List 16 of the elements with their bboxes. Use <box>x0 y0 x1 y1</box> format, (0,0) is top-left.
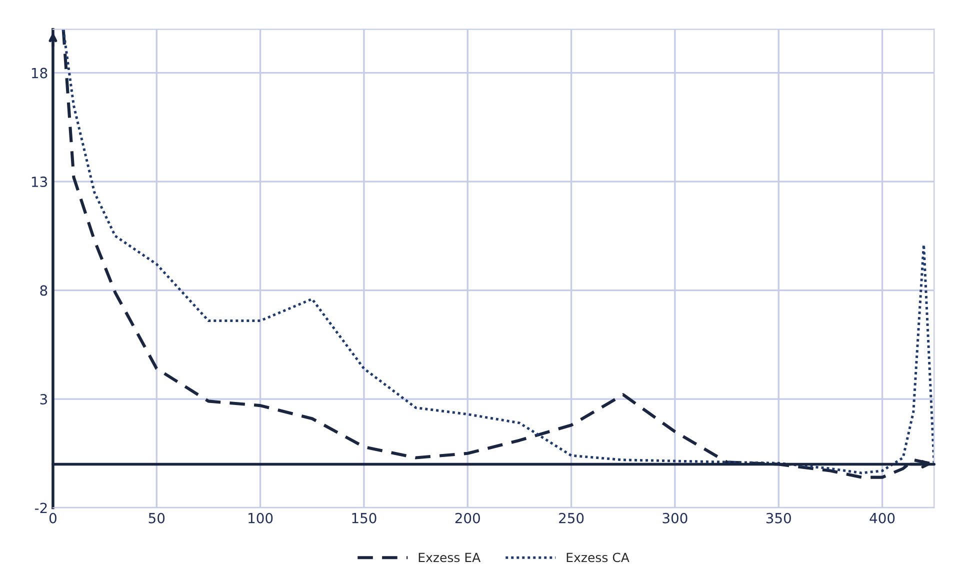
x-tick-label: 100 <box>248 512 273 524</box>
y-tick-label: 3 <box>40 394 47 404</box>
x-tick-label: 0 <box>49 512 56 524</box>
legend-label: Exzess CA <box>566 552 630 562</box>
y-tick-label: 8 <box>40 285 48 296</box>
x-tick-label: 200 <box>455 512 480 524</box>
x-tick-label: 350 <box>766 512 791 524</box>
x-tick-label: 400 <box>870 512 895 524</box>
y-tick-label: 13 <box>32 176 47 188</box>
y-tick-label: 18 <box>32 68 48 78</box>
y-tick-label: -2 <box>34 502 47 514</box>
legend-label: Exzess EA <box>418 552 481 562</box>
x-tick-label: 50 <box>148 512 165 524</box>
x-tick-label: 250 <box>559 512 584 524</box>
x-tick-label: 300 <box>662 512 688 524</box>
x-tick-label: 150 <box>352 512 376 524</box>
